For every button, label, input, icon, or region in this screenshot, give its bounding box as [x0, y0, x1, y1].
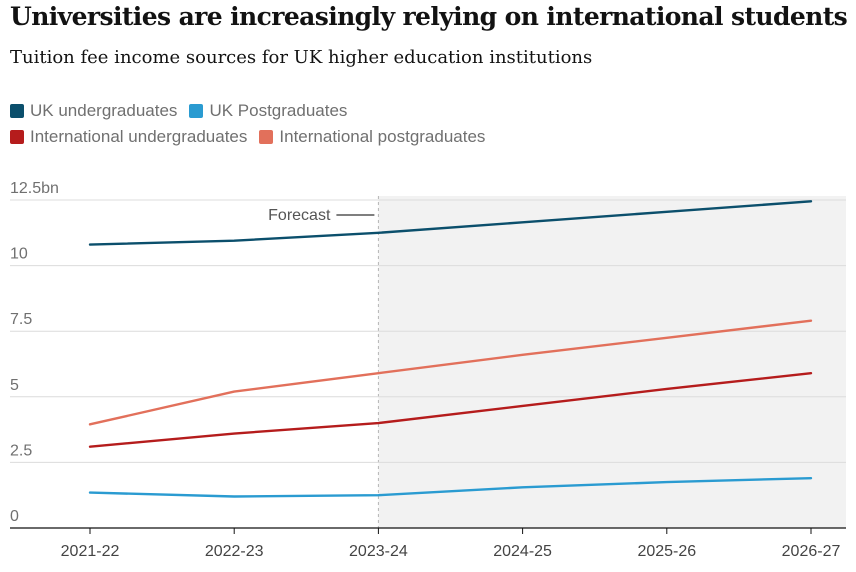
x-tick-label: 2024-25	[493, 543, 552, 560]
y-tick-label: 12.5bn	[10, 180, 59, 197]
legend-swatch	[259, 130, 274, 144]
legend-label: UK Postgraduates	[209, 101, 348, 120]
series-line-uk-postgraduates	[88, 476, 813, 498]
legend-label: International undergraduates	[30, 127, 248, 146]
x-tick-label: 2023-24	[349, 543, 408, 560]
forecast-shading	[378, 196, 846, 528]
legend-row: International undergraduates Internation…	[10, 120, 497, 154]
legend-item-international-undergraduates: International undergraduates	[10, 127, 247, 147]
legend-row: UK undergraduates UK Postgraduates	[10, 94, 497, 128]
series-line-international-undergraduates	[88, 371, 813, 448]
legend-label: International postgraduates	[279, 127, 486, 146]
legend-label: UK undergraduates	[30, 101, 178, 120]
y-tick-label: 5	[10, 377, 19, 394]
x-tick-label: 2025-26	[637, 543, 696, 560]
legend-swatch	[189, 104, 204, 118]
legend-item-uk-undergraduates: UK undergraduates	[10, 101, 177, 121]
legend-item-international-postgraduates: International postgraduates	[259, 127, 485, 147]
series-line-international-postgraduates	[88, 319, 813, 426]
legend-swatch	[10, 130, 24, 144]
legend-item-uk-postgraduates: UK Postgraduates	[189, 101, 347, 121]
chart-subtitle: Tuition fee income sources for UK higher…	[10, 47, 593, 68]
legend-swatch	[10, 104, 24, 118]
forecast-label: Forecast	[268, 207, 331, 224]
y-tick-label: 10	[10, 246, 28, 263]
y-tick-label: 2.5	[10, 442, 32, 459]
chart-title: Universities are increasingly relying on…	[10, 2, 848, 31]
legend: UK undergraduates UK Postgraduates Inter…	[10, 101, 497, 154]
series-line-uk-undergraduates	[88, 200, 813, 246]
x-tick-label: 2021-22	[61, 543, 120, 560]
x-tick-label: 2026-27	[782, 543, 841, 560]
y-tick-label: 0	[10, 508, 19, 525]
x-tick-label: 2022-23	[205, 543, 264, 560]
y-tick-label: 7.5	[10, 311, 32, 328]
